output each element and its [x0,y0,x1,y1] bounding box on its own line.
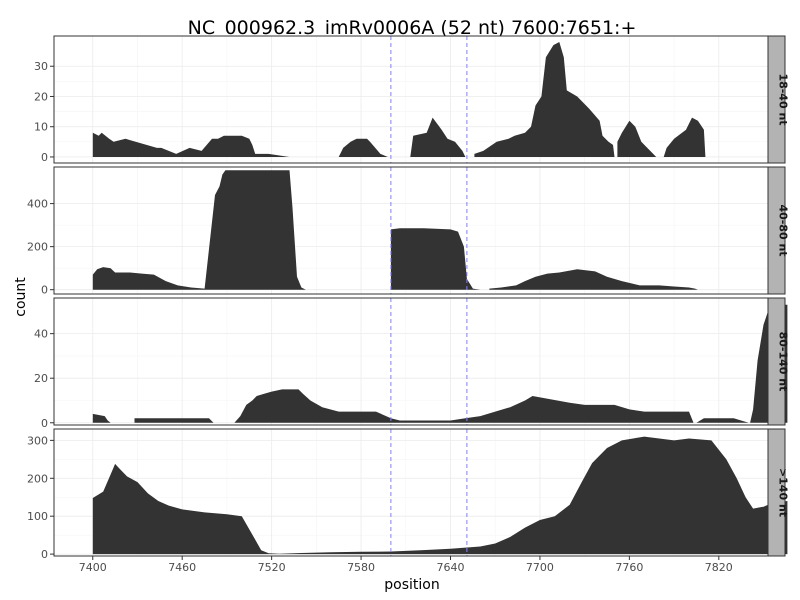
coverage-area [474,42,615,157]
coverage-area [234,389,694,423]
facet-panel: 0 100 200 300 >140 nt [27,428,790,561]
coverage-area [338,138,388,157]
y-tick-label: 400 [27,198,48,211]
y-tick-label: 20 [34,372,48,385]
coverage-area [489,269,698,290]
coverage-area [617,120,657,157]
facet-strip-label: 80-140 nt [777,332,790,392]
y-tick-label: 100 [27,510,48,523]
facet-panel: 0 20 40 80-140 nt [34,297,790,430]
y-axis-label: count [13,277,29,317]
x-tick-label: 7640 [437,561,465,574]
x-axis-label: position [384,577,439,593]
y-tick-label: 20 [34,90,48,103]
facet-panel: 0 10 20 30 18-40 nt [34,35,790,164]
facet-strip-label: 40-80 nt [777,204,790,256]
x-tick-label: 7580 [347,561,375,574]
y-tick-label: 200 [27,241,48,254]
coverage-area [390,228,481,290]
y-tick-label: 0 [41,417,48,430]
coverage-area [663,117,706,157]
facet-strip [767,166,786,295]
chart-title: NC_000962.3_imRv0006A (52 nt) 7600:7651:… [188,17,637,39]
x-tick-label: 7760 [615,561,643,574]
coverage-area [92,413,111,423]
x-tick-label: 7460 [168,561,196,574]
facet-strip-label: >140 nt [777,468,790,517]
coverage-area [92,170,306,290]
coverage-area [696,418,749,423]
facet-strip [767,297,786,426]
y-tick-label: 40 [34,328,48,341]
y-tick-label: 0 [41,284,48,297]
panel-background [54,298,768,425]
facet-strip-label: 18-40 nt [777,73,790,125]
y-tick-label: 0 [41,548,48,561]
x-tick-label: 7400 [79,561,107,574]
y-tick-label: 10 [34,121,48,134]
panel-background [54,36,768,163]
facet-strip [767,35,786,164]
y-tick-label: 300 [27,434,48,447]
x-axis: 7400 7460 7520 7580 7640 7700 7760 7820 [79,556,733,574]
y-tick-label: 0 [41,151,48,164]
coverage-area [92,132,291,157]
coverage-area [92,436,788,555]
x-tick-label: 7820 [705,561,733,574]
y-tick-label: 200 [27,472,48,485]
x-tick-label: 7520 [258,561,286,574]
facet-panel: 0 200 400 40-80 nt [27,166,790,297]
facet-panels: 0 10 20 30 18-40 nt 0 200 400 40-80 nt 0 20 40 80-14… [27,35,790,561]
coverage-area [134,418,214,423]
y-tick-label: 30 [34,60,48,73]
coverage-area [410,117,466,157]
facet-strip [767,428,786,557]
x-tick-label: 7700 [526,561,554,574]
